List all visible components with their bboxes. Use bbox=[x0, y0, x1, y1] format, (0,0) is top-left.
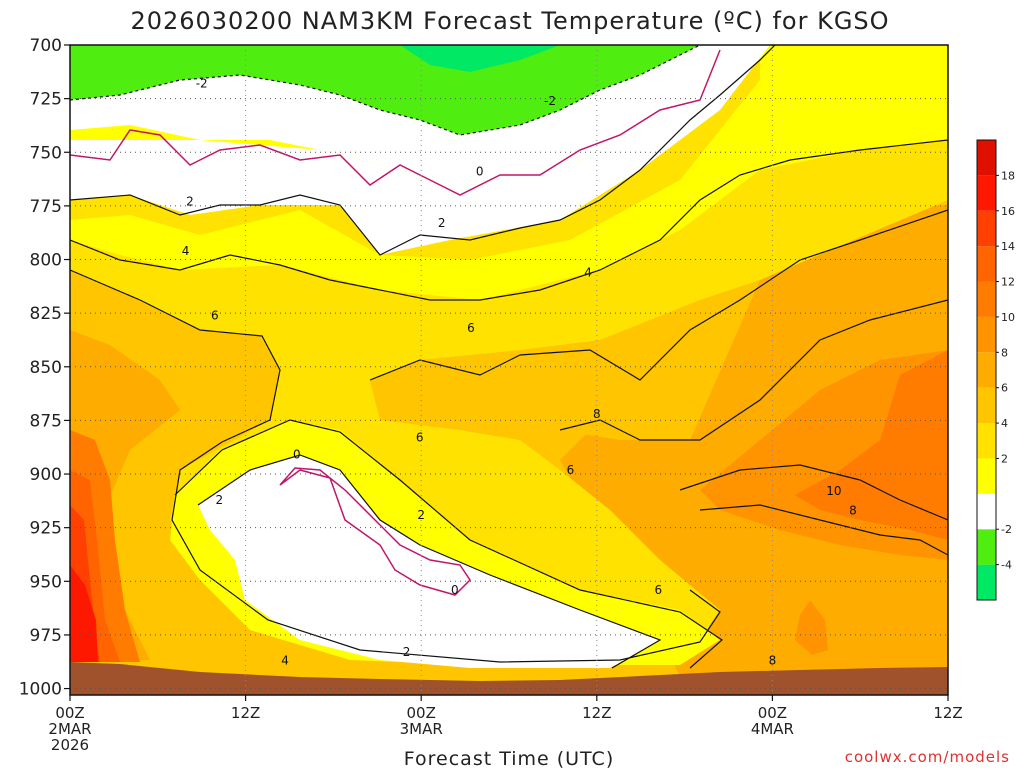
colorbar-label: 2 bbox=[1001, 452, 1008, 465]
x-tick-label: 2MAR bbox=[48, 720, 91, 738]
y-tick-label: 950 bbox=[30, 572, 62, 592]
colorbar: -4 -2 2 4 6 8 10 12 14 16 18 bbox=[976, 139, 1015, 601]
colorbar-swatch bbox=[977, 140, 996, 176]
colorbar-swatch bbox=[977, 246, 996, 282]
band-below-minus4 bbox=[400, 45, 560, 72]
y-tick-label: 825 bbox=[30, 304, 62, 324]
y-tick-label: 725 bbox=[30, 90, 62, 110]
colorbar-label: 8 bbox=[1001, 346, 1008, 359]
plot-frame bbox=[69, 44, 949, 696]
colorbar-frame bbox=[976, 139, 997, 601]
colorbar-swatch bbox=[977, 281, 996, 317]
x-tick-label: 12Z bbox=[231, 704, 260, 722]
contour-label: -2 bbox=[544, 94, 556, 108]
minus2-contour bbox=[70, 45, 701, 136]
y-tick-label: 850 bbox=[30, 358, 62, 378]
contour-label: 6 bbox=[416, 431, 424, 445]
contour-label: 6 bbox=[567, 463, 575, 477]
y-tick-label: 925 bbox=[30, 519, 62, 539]
contour-label: 2 bbox=[215, 493, 223, 507]
colorbar-label: 16 bbox=[1001, 205, 1015, 218]
x-tick-label: 3MAR bbox=[400, 720, 443, 738]
colorbar-label: 18 bbox=[1001, 169, 1015, 182]
x-tick-label: 00Z bbox=[55, 704, 84, 722]
band-minus4-minus2 bbox=[70, 45, 700, 135]
ground-mask bbox=[70, 662, 948, 695]
y-tick-label: 975 bbox=[30, 626, 62, 646]
x-axis-label: Forecast Time (UTC) bbox=[404, 748, 614, 768]
contour-label: 10 bbox=[826, 484, 841, 498]
y-tick-label: 700 bbox=[30, 36, 62, 56]
contour-label: -2 bbox=[196, 77, 208, 91]
plot-area: -2 -2 0 2 2 4 4 6 6 8 6 0 6 2 2 10 8 0 6 2 4 8 bbox=[70, 45, 948, 695]
y-tick-label: 800 bbox=[30, 251, 62, 271]
contour-label: 4 bbox=[281, 654, 289, 668]
x-tick-label: 12Z bbox=[933, 704, 962, 722]
band-6-8-mid bbox=[370, 280, 760, 440]
colorbar-swatch bbox=[977, 316, 996, 353]
x-tick-label: 12Z bbox=[582, 704, 611, 722]
y-tick-label: 750 bbox=[30, 143, 62, 163]
gridlines bbox=[70, 45, 948, 695]
band-18-20-left bbox=[70, 565, 98, 662]
y-tick-label: 875 bbox=[30, 411, 62, 431]
contour-label: 2 bbox=[403, 645, 411, 659]
colorbar-label: 10 bbox=[1001, 311, 1015, 324]
y-axis: 700 725 750 775 800 825 850 875 900 925 950 975 1000 bbox=[19, 36, 70, 700]
contour-label: 8 bbox=[769, 654, 777, 668]
contour-label: 2 bbox=[186, 195, 194, 209]
colorbar-swatch bbox=[977, 529, 996, 565]
contour-label: 2 bbox=[438, 216, 446, 230]
chart-title: 2026030200 NAM3KM Forecast Temperature (… bbox=[130, 7, 889, 35]
y-tick-label: 1000 bbox=[19, 680, 62, 700]
colorbar-label: 12 bbox=[1001, 276, 1015, 289]
contour-labels: -2 -2 0 2 2 4 4 6 6 8 6 0 6 2 2 10 8 0 6 2 4 8 bbox=[182, 77, 857, 668]
band-12-14-right bbox=[795, 350, 948, 540]
colorbar-swatch bbox=[977, 423, 996, 459]
colorbar-label: 6 bbox=[1001, 382, 1008, 395]
colorbar-swatch bbox=[977, 387, 996, 424]
contour-label: 0 bbox=[476, 165, 484, 179]
contour-label: 6 bbox=[467, 321, 475, 335]
contour-label: 8 bbox=[849, 504, 857, 518]
colorbar-label: -4 bbox=[1001, 559, 1012, 572]
contour-label: 4 bbox=[182, 244, 190, 258]
colorbar-label: 4 bbox=[1001, 417, 1008, 430]
band-0-2-lower bbox=[198, 455, 660, 668]
band-2-4-upper-b bbox=[70, 45, 948, 300]
colorbar-swatch bbox=[977, 493, 996, 530]
y-tick-label: 775 bbox=[30, 197, 62, 217]
colorbar-swatch bbox=[977, 564, 996, 600]
x-tick-label: 00Z bbox=[758, 704, 787, 722]
contour-label: 6 bbox=[211, 308, 219, 322]
credit-link[interactable]: coolwx.com/models bbox=[845, 748, 1010, 766]
y-tick-label: 900 bbox=[30, 465, 62, 485]
contour-label: 2 bbox=[417, 508, 425, 522]
contour-label: 6 bbox=[654, 583, 662, 597]
x-tick-label: 2026 bbox=[51, 736, 89, 754]
colorbar-swatch bbox=[977, 458, 996, 494]
contour-label: 4 bbox=[584, 265, 592, 279]
band-0-2-upper-b bbox=[70, 45, 770, 255]
x-tick-label: 00Z bbox=[407, 704, 436, 722]
contour-label: 0 bbox=[293, 448, 301, 462]
x-tick-label: 4MAR bbox=[751, 720, 794, 738]
colorbar-swatch bbox=[977, 175, 996, 211]
contour-lines bbox=[70, 45, 948, 669]
contour-label: 8 bbox=[593, 407, 601, 421]
band-10-blob bbox=[795, 600, 828, 655]
colorbar-swatch bbox=[977, 210, 996, 247]
freezing-contours bbox=[70, 49, 721, 596]
colorbar-label: -2 bbox=[1001, 523, 1012, 536]
colorbar-swatch bbox=[977, 352, 996, 388]
contour-label: 0 bbox=[451, 583, 459, 597]
colorbar-label: 14 bbox=[1001, 240, 1015, 253]
